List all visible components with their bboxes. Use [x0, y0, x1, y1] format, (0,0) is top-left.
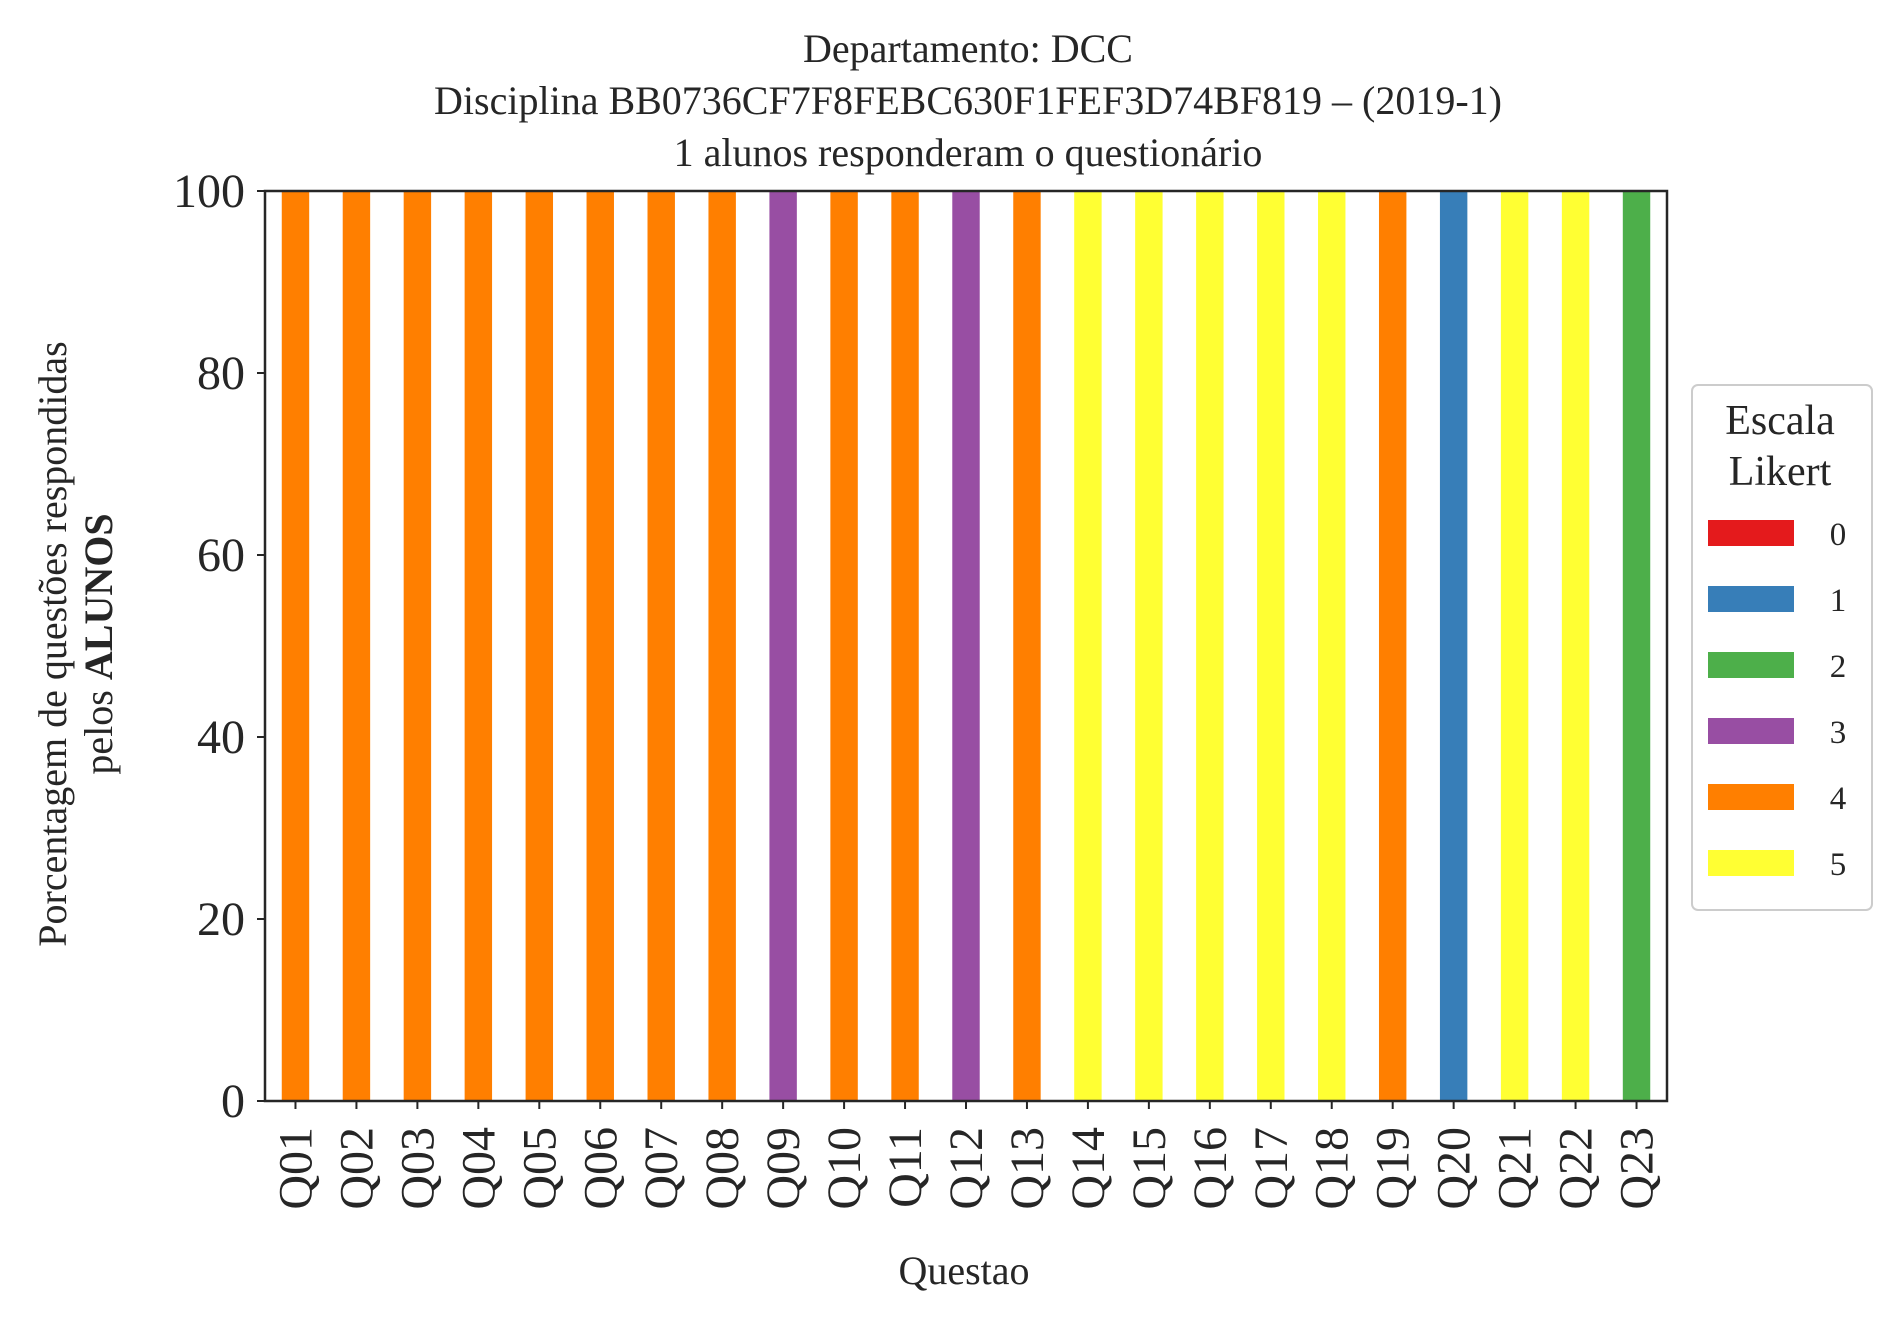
x-tick-label-Q23: Q23 — [1611, 1127, 1664, 1210]
x-tick-label-Q07: Q07 — [635, 1127, 688, 1210]
legend-label-5: 5 — [1830, 847, 1847, 883]
x-tick-label-Q14: Q14 — [1062, 1127, 1115, 1210]
legend-title-line-2: Likert — [1729, 449, 1832, 495]
y-axis-label-line-1: Porcentagem de questões respondidas — [30, 341, 75, 946]
legend-swatch-0 — [1708, 520, 1794, 546]
legend: Escala Likert 0 1 2 3 4 5 — [1691, 384, 1873, 911]
x-tick-label-Q03: Q03 — [391, 1127, 444, 1210]
x-tick-label-Q13: Q13 — [1001, 1127, 1054, 1210]
x-tick-label-Q02: Q02 — [330, 1127, 383, 1210]
bar-Q13-scale-4 — [1013, 191, 1041, 1101]
bar-Q15-scale-5 — [1135, 191, 1163, 1101]
bar-Q05-scale-4 — [525, 191, 554, 1101]
x-tick-label-Q17: Q17 — [1245, 1127, 1298, 1210]
x-tick-label-Q12: Q12 — [940, 1127, 993, 1210]
bar-Q22-scale-5 — [1561, 191, 1590, 1101]
title-line-1: Departamento: DCC — [803, 26, 1133, 71]
x-tick-label-Q21: Q21 — [1489, 1127, 1542, 1210]
chart-title: Departamento: DCC Disciplina BB0736CF7F8… — [434, 26, 1502, 175]
bar-Q07-scale-4 — [647, 191, 675, 1101]
bar-Q21-scale-5 — [1500, 191, 1529, 1101]
x-tick-label-Q01: Q01 — [269, 1127, 322, 1210]
x-tick-label-Q04: Q04 — [452, 1127, 505, 1210]
y-axis-label-prefix: pelos — [76, 680, 121, 774]
legend-swatch-4 — [1708, 784, 1794, 810]
x-tick-label-Q16: Q16 — [1184, 1127, 1237, 1210]
bar-Q23-scale-2 — [1622, 191, 1651, 1101]
bar-Q19-scale-4 — [1378, 191, 1407, 1101]
bar-Q03-scale-4 — [403, 191, 432, 1101]
bar-Q01-scale-4 — [281, 191, 310, 1101]
bar-Q20-scale-1 — [1439, 191, 1468, 1101]
legend-label-4: 4 — [1830, 781, 1847, 817]
x-tick-label-Q09: Q09 — [757, 1127, 810, 1210]
bar-Q16-scale-5 — [1196, 191, 1224, 1101]
y-ticks-group: 0 20 40 60 80 100 — [173, 165, 265, 1128]
title-line-3: 1 alunos responderam o questionário — [674, 130, 1263, 175]
y-tick-label: 0 — [221, 1075, 245, 1128]
x-tick-label-Q08: Q08 — [696, 1127, 749, 1210]
bar-Q10-scale-4 — [830, 191, 858, 1101]
x-tick-label-Q15: Q15 — [1123, 1127, 1176, 1210]
y-axis-label: Porcentagem de questões respondidas pelo… — [30, 341, 121, 946]
legend-swatch-1 — [1708, 586, 1794, 612]
x-tick-label-Q11: Q11 — [879, 1127, 932, 1208]
bar-Q17-scale-5 — [1257, 191, 1285, 1101]
y-tick-label: 40 — [197, 711, 245, 764]
x-tick-label-Q20: Q20 — [1428, 1127, 1481, 1210]
y-axis-label-bold: ALUNOS — [76, 513, 121, 680]
bars-group — [281, 191, 1651, 1101]
legend-swatch-3 — [1708, 718, 1794, 744]
x-ticks-group: Q01 Q02 Q03 Q04 Q05 Q06 Q07 Q08 Q09 Q10 Q11 Q12 Q13 Q… — [269, 1101, 1664, 1210]
y-tick-label: 20 — [197, 893, 245, 946]
x-tick-label-Q10: Q10 — [818, 1127, 871, 1210]
bar-Q14-scale-5 — [1074, 191, 1102, 1101]
legend-label-0: 0 — [1830, 517, 1847, 553]
y-tick-label: 100 — [173, 165, 245, 218]
legend-title-line-1: Escala — [1725, 398, 1835, 444]
bar-Q08-scale-4 — [708, 191, 736, 1101]
bar-Q04-scale-4 — [464, 191, 493, 1101]
x-tick-label-Q19: Q19 — [1367, 1127, 1420, 1210]
legend-label-3: 3 — [1830, 715, 1847, 751]
legend-swatch-2 — [1708, 652, 1794, 678]
bar-Q09-scale-3 — [769, 191, 797, 1101]
bar-Q02-scale-4 — [342, 191, 371, 1101]
y-axis-label-line-2: pelos ALUNOS — [76, 513, 121, 774]
legend-label-2: 2 — [1830, 649, 1847, 685]
legend-box — [1691, 384, 1873, 911]
legend-entries: 0 1 2 3 4 5 — [1708, 517, 1846, 883]
x-tick-label-Q22: Q22 — [1550, 1127, 1603, 1210]
y-tick-label: 60 — [197, 529, 245, 582]
legend-label-1: 1 — [1830, 583, 1847, 619]
bar-Q06-scale-4 — [586, 191, 614, 1101]
bar-Q18-scale-5 — [1318, 191, 1346, 1101]
title-line-2: Disciplina BB0736CF7F8FEBC630F1FEF3D74BF… — [434, 78, 1502, 123]
bar-Q11-scale-4 — [891, 191, 919, 1101]
legend-swatch-5 — [1708, 850, 1794, 876]
bar-Q12-scale-3 — [952, 191, 980, 1101]
y-tick-label: 80 — [197, 347, 245, 400]
x-tick-label-Q18: Q18 — [1306, 1127, 1359, 1210]
x-tick-label-Q06: Q06 — [574, 1127, 627, 1210]
x-tick-label-Q05: Q05 — [513, 1127, 566, 1210]
x-axis-label: Questao — [898, 1248, 1029, 1293]
